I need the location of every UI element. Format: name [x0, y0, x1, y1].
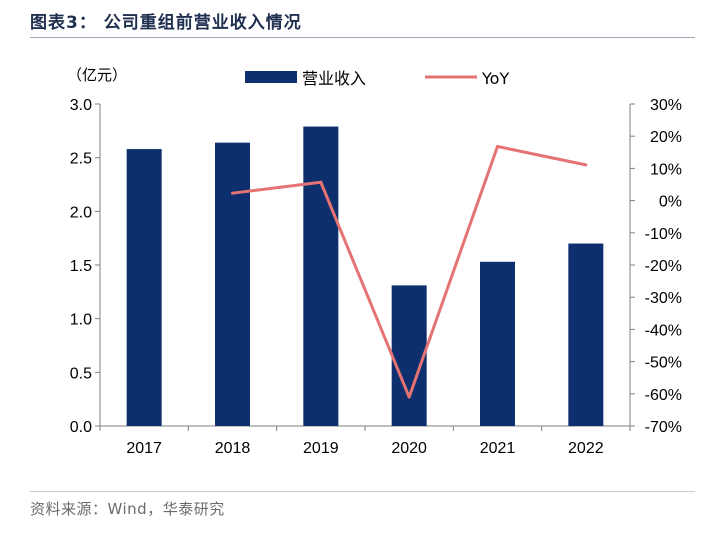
- left-tick-label: 2.0: [70, 204, 92, 221]
- right-tick-label: -20%: [645, 258, 682, 275]
- x-tick-label: 2019: [303, 440, 339, 457]
- revenue-bar: [126, 149, 162, 426]
- revenue-bar: [303, 126, 339, 426]
- revenue-bar: [215, 142, 250, 426]
- legend-label-revenue: 营业收入: [302, 69, 366, 88]
- x-tick-label: 2022: [568, 440, 604, 457]
- right-tick-label: 0%: [659, 194, 682, 211]
- left-tick-label: 1.5: [70, 258, 92, 275]
- left-tick-label: 0.5: [70, 365, 92, 382]
- x-tick-label: 2018: [215, 440, 251, 457]
- revenue-bars: [126, 126, 604, 426]
- revenue-bar: [391, 285, 427, 426]
- yoy-point: [319, 180, 323, 184]
- yoy-point: [496, 145, 499, 149]
- revenue-yoy-chart: （亿元） 营业收入 YoY 0.0 0.5 1.0 1.5 2.0 2.5 3.0 -70% -…: [67, 66, 682, 457]
- yoy-point: [407, 395, 411, 399]
- chart-axes: [95, 103, 635, 431]
- revenue-bar: [480, 261, 515, 426]
- left-tick-label: 0.0: [70, 419, 92, 436]
- legend-swatch-revenue: [245, 71, 297, 83]
- revenue-bar: [568, 243, 604, 426]
- yoy-point: [231, 191, 234, 195]
- figure-title: 图表3： 公司重组前营业收入情况: [30, 13, 302, 33]
- tick-labels: 0.0 0.5 1.0 1.5 2.0 2.5 3.0 -70% -60% -50% -40% -30…: [70, 97, 682, 457]
- chart-legend: 营业收入 YoY: [245, 69, 509, 88]
- left-axis-unit: （亿元）: [67, 66, 127, 84]
- right-tick-label: 20%: [650, 129, 682, 146]
- x-tick-label: 2021: [480, 440, 516, 457]
- right-tick-label: -50%: [645, 355, 682, 372]
- source-note: 资料来源：Wind，华泰研究: [30, 500, 225, 518]
- x-tick-label: 2020: [391, 440, 427, 457]
- left-tick-label: 1.0: [70, 312, 92, 329]
- right-tick-label: 30%: [650, 97, 682, 114]
- right-tick-label: -30%: [645, 290, 682, 307]
- right-tick-label: -60%: [645, 387, 682, 404]
- legend-label-yoy: YoY: [481, 69, 509, 88]
- right-tick-label: -10%: [645, 226, 682, 243]
- title-divider: [30, 37, 695, 38]
- right-tick-label: 10%: [650, 161, 682, 178]
- right-tick-label: -70%: [645, 419, 682, 436]
- left-tick-label: 2.5: [70, 151, 92, 168]
- footer-divider: [30, 491, 695, 492]
- left-tick-label: 3.0: [70, 97, 92, 114]
- right-tick-label: -40%: [645, 322, 682, 339]
- yoy-point: [584, 163, 588, 167]
- yoy-line: [231, 145, 588, 399]
- x-tick-label: 2017: [126, 440, 162, 457]
